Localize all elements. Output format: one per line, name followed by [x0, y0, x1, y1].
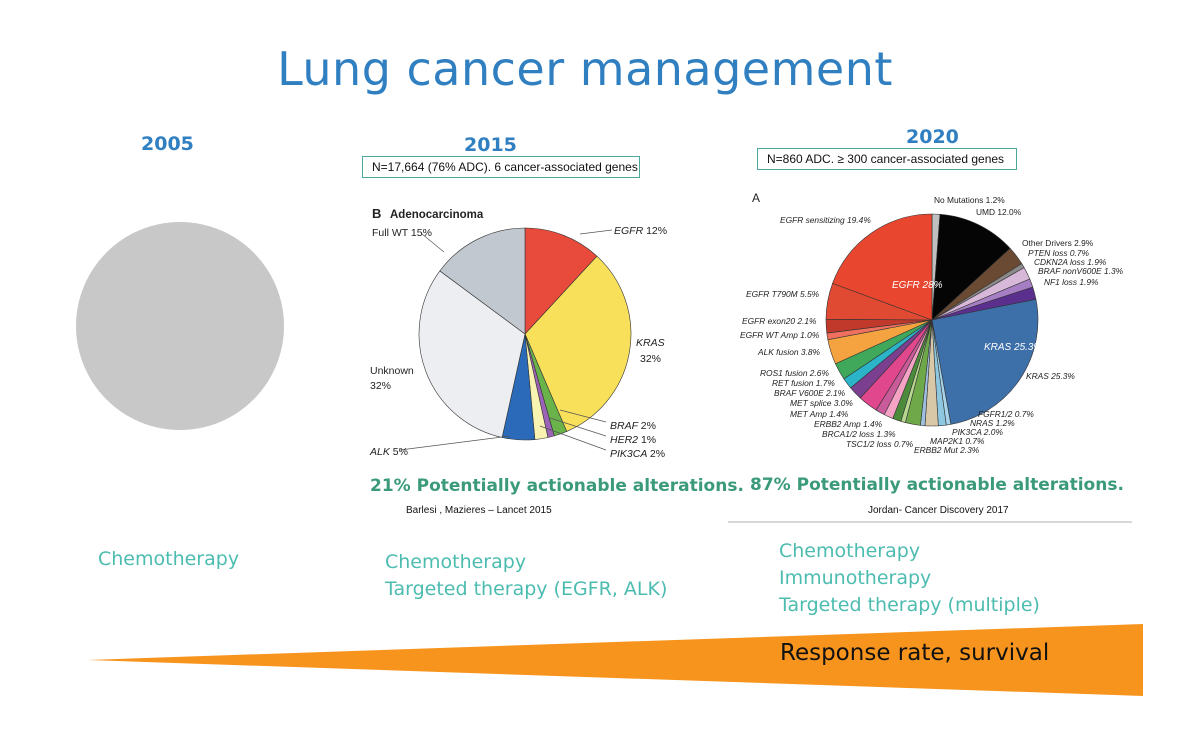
label-her2: HER2 1% — [610, 434, 656, 446]
therapy-2005-chemo: Chemotherapy — [98, 548, 240, 570]
leader-fullwt — [421, 233, 445, 253]
pie-2020-chart: A EGFR 28% KRAS 25.3% No Mutations 1.2% … — [740, 191, 1124, 455]
year-2020: 2020 — [906, 126, 959, 148]
label-kras: KRAS 25.3% — [1026, 371, 1075, 381]
leader-pik3ca — [539, 425, 607, 451]
slide-title: Lung cancer management — [277, 42, 893, 96]
therapies-2005: Chemotherapy — [98, 546, 239, 573]
response-label: Response rate, survival — [780, 640, 1050, 666]
label-tsc: TSC1/2 loss 0.7% — [846, 439, 914, 449]
pie-2020-slice-8 — [931, 298, 1039, 425]
label-braf-v600e: BRAF V600E 2.1% — [774, 388, 846, 398]
pie-2015-slice-7 — [418, 270, 526, 438]
therapies-2015: Chemotherapy Targeted therapy (EGFR, ALK… — [385, 549, 667, 603]
label-nf1: NF1 loss 1.9% — [1044, 277, 1099, 287]
label-nras: NRAS 1.2% — [970, 418, 1015, 428]
label-erbb2-amp: ERBB2 Amp 1.4% — [814, 419, 883, 429]
citation-2020: Jordan- Cancer Discovery 2017 — [868, 505, 1009, 516]
citation-2015: Barlesi , Mazieres – Lancet 2015 — [406, 505, 552, 516]
pie-2020-slices — [825, 213, 1039, 427]
label-kras-pct: 32% — [640, 353, 661, 365]
pie-2015-slice-8 — [439, 227, 526, 335]
pie-2020-slice-2 — [931, 213, 1011, 321]
pie-2015-slices — [418, 227, 632, 441]
label-pik3ca: PIK3CA 2.0% — [952, 427, 1003, 437]
label-other-drivers: Other Drivers 2.9% — [1022, 238, 1094, 248]
label-pten: PTEN loss 0.7% — [1028, 248, 1090, 258]
label-egfr-wt-amp: EGFR WT Amp 1.0% — [740, 330, 820, 340]
therapies-2020: Chemotherapy Immunotherapy Targeted ther… — [779, 538, 1040, 619]
cohort-note-2015: N=17,664 (76% ADC). 6 cancer-associated … — [362, 156, 640, 178]
label-braf: BRAF 2% — [610, 420, 656, 432]
label-ret: RET fusion 1.7% — [772, 378, 835, 388]
label-egfr-t790m: EGFR T790M 5.5% — [746, 289, 820, 299]
divider-2020 — [728, 521, 1132, 523]
therapy-2020-targeted: Targeted therapy (multiple) — [779, 594, 1040, 616]
panel-letter-a: A — [752, 191, 760, 205]
therapy-2015-targeted: Targeted therapy (EGFR, ALK) — [385, 578, 668, 600]
pie-2020-slice-26 — [832, 213, 933, 321]
label-kras: KRAS — [636, 337, 665, 349]
label-ros1: ROS1 fusion 2.6% — [760, 368, 829, 378]
label-met-splice: MET splice 3.0% — [790, 398, 853, 408]
label-fgfr: FGFR1/2 0.7% — [978, 409, 1034, 419]
leader-alk — [399, 435, 511, 451]
label-braf-nonv600e: BRAF nonV600E 1.3% — [1038, 266, 1124, 276]
therapy-2015-chemo: Chemotherapy — [385, 551, 527, 573]
actionable-2015: 21% Potentially actionable alterations. — [370, 476, 744, 496]
leader-egfr — [579, 229, 613, 235]
response-wedge — [88, 624, 1143, 696]
year-2015: 2015 — [464, 134, 517, 156]
pie-2015-slice-2 — [524, 255, 632, 432]
actionable-2020: 87% Potentially actionable alterations. — [750, 475, 1124, 495]
label-met-amp: MET Amp 1.4% — [790, 409, 849, 419]
pie-2005-slice — [76, 222, 284, 430]
label-egfr-sensitizing: EGFR sensitizing 19.4% — [780, 215, 871, 225]
label-egfr-exon20: EGFR exon20 2.1% — [742, 316, 817, 326]
pie-2020-kras-inner-label: KRAS 25.3% — [984, 342, 1042, 353]
leader-braf — [559, 409, 607, 423]
label-cdkn2a: CDKN2A loss 1.9% — [1034, 257, 1107, 267]
label-pik3ca: PIK3CA 2% — [610, 448, 665, 460]
label-unknown-pct: 32% — [370, 380, 391, 392]
panel-letter-b: B — [372, 206, 381, 221]
label-umd: UMD 12.0% — [976, 207, 1022, 217]
pie-2015-title: Adenocarcinoma — [390, 209, 484, 221]
therapy-2020-immuno: Immunotherapy — [779, 567, 932, 589]
label-fullwt: Full WT 15% — [372, 227, 432, 239]
label-erbb2-mut: ERBB2 Mut 2.3% — [914, 445, 980, 455]
pie-2015-chart: B Adenocarcinoma Full WT 15% EGFR 12% KR… — [369, 206, 667, 460]
label-alk-fusion: ALK fusion 3.8% — [757, 347, 820, 357]
label-unknown: Unknown — [370, 365, 414, 377]
therapy-2020-chemo: Chemotherapy — [779, 540, 921, 562]
cohort-note-2020: N=860 ADC. ≥ 300 cancer-associated genes — [757, 148, 1017, 170]
pie-2020-egfr-group-label: EGFR 28% — [892, 280, 943, 291]
response-arrow — [88, 624, 1143, 696]
leader-her2 — [549, 417, 607, 437]
label-alk: ALK 5% — [369, 446, 408, 458]
year-2005: 2005 — [141, 133, 194, 155]
label-no-mutations: No Mutations 1.2% — [934, 195, 1005, 205]
label-map2k1: MAP2K1 0.7% — [930, 436, 985, 446]
pie-2005 — [76, 222, 284, 430]
label-brca: BRCA1/2 loss 1.3% — [822, 429, 896, 439]
label-egfr: EGFR 12% — [614, 225, 667, 237]
pie-2015-slice-1 — [524, 227, 598, 335]
